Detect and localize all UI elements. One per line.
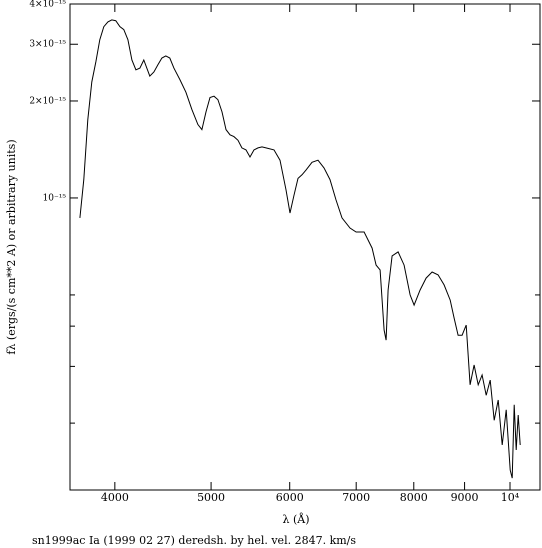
- x-axis-label: λ (Å): [283, 512, 310, 526]
- y-tick-label: 3×10⁻¹⁵: [29, 40, 66, 50]
- y-tick-label: 4×10⁻¹⁵: [29, 0, 66, 10]
- x-tick-label: 8000: [400, 491, 428, 504]
- spectrum-line: [79, 19, 521, 479]
- caption: sn1999ac Ia (1999 02 27) deredsh. by hel…: [32, 534, 356, 547]
- y-tick-label: 10⁻¹⁵: [43, 193, 67, 203]
- y-tick-label: 2×10⁻¹⁵: [29, 96, 66, 106]
- x-tick-label: 5000: [197, 491, 225, 504]
- x-tick-label: 4000: [101, 491, 129, 504]
- x-tick-label: 6000: [276, 491, 304, 504]
- plot-frame: [69, 3, 541, 491]
- x-tick-label: 7000: [342, 491, 370, 504]
- y-axis-label: fλ (ergs/(s cm**2 A) or arbitrary units): [5, 139, 18, 354]
- x-tick-label: 10⁴: [501, 491, 520, 504]
- x-tick-label: 9000: [451, 491, 479, 504]
